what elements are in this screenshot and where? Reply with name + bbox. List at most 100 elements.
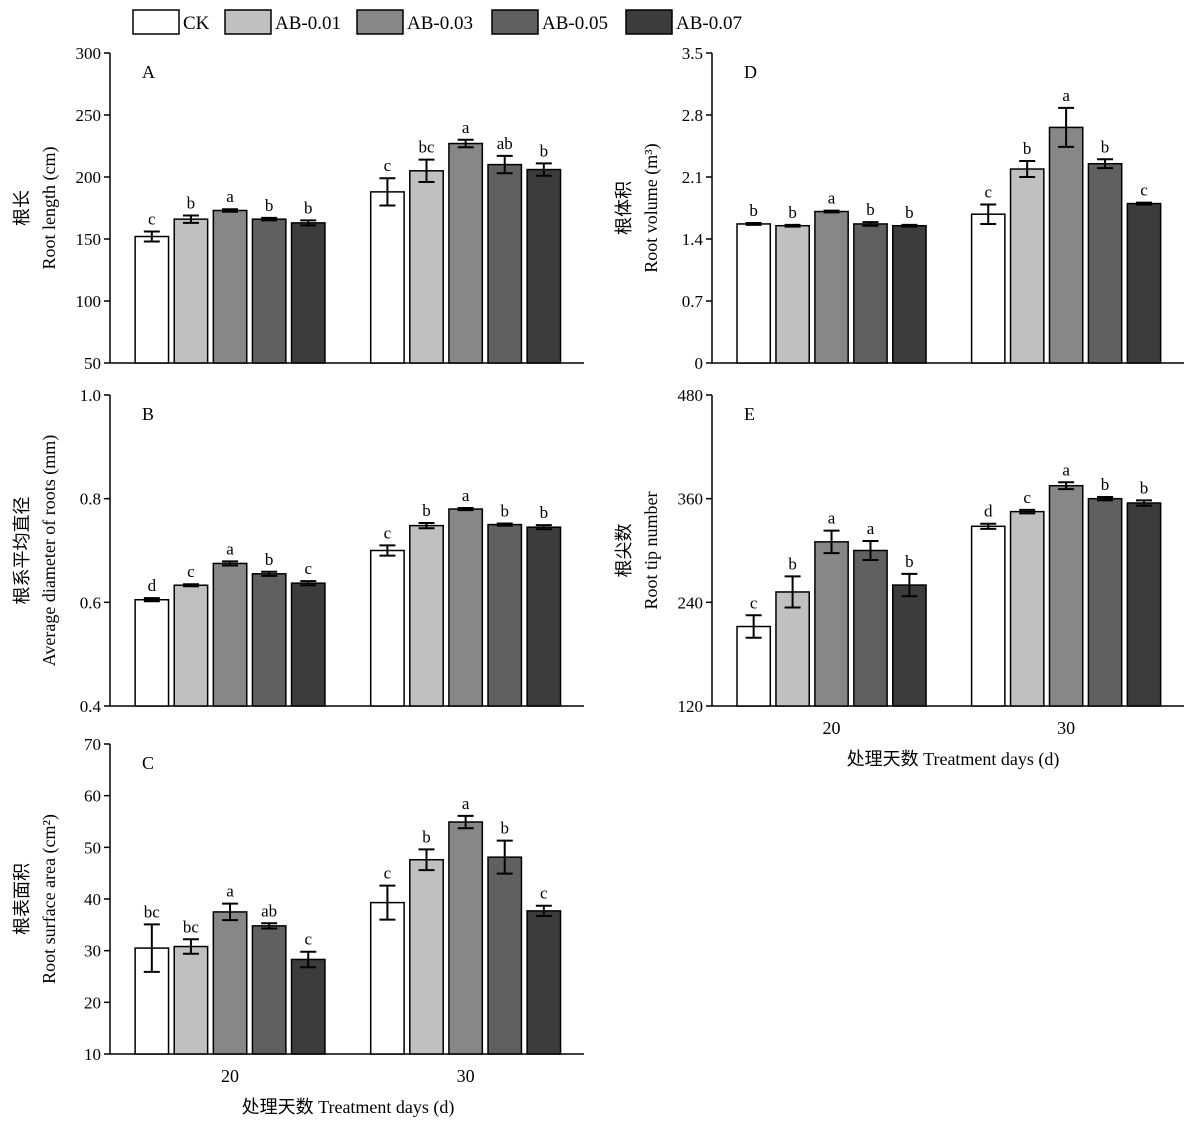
significance-letter: b xyxy=(422,501,431,520)
bar xyxy=(369,901,405,1055)
y-tick-label: 150 xyxy=(76,230,102,249)
significance-letter: a xyxy=(226,187,234,206)
bar xyxy=(892,584,927,707)
bar xyxy=(487,523,523,707)
bar xyxy=(448,142,484,364)
bar xyxy=(1048,126,1084,364)
bar xyxy=(173,584,209,707)
x-tick-label: 30 xyxy=(457,1066,475,1086)
significance-letter: b xyxy=(788,203,797,222)
bar-group-30: d c a b b xyxy=(970,460,1162,707)
legend-label: AB-0.07 xyxy=(676,13,742,34)
bar xyxy=(1087,497,1123,707)
significance-letter: a xyxy=(1062,86,1070,105)
bar xyxy=(409,858,444,1055)
significance-letter: a xyxy=(867,519,875,538)
significance-letter: c xyxy=(1023,488,1031,507)
significance-letter: bc xyxy=(418,138,435,157)
legend-swatch xyxy=(491,9,539,35)
legend-label: AB-0.03 xyxy=(407,13,473,34)
bar xyxy=(526,910,562,1055)
y-axis-title-cn: 根长 xyxy=(12,190,32,226)
significance-letter: d xyxy=(984,502,993,521)
panel-label: D xyxy=(744,62,757,82)
bar xyxy=(892,224,927,364)
legend-entry-3: AB-0.03 xyxy=(356,9,473,35)
y-axis-title-en: Root volume (m³) xyxy=(641,143,662,272)
panel-c: 10 20 30 40 50 60 70 C 根表面积 Root surface area (cm… xyxy=(12,735,584,1086)
significance-letter: c xyxy=(304,559,312,578)
significance-letter: ab xyxy=(261,901,277,920)
bar xyxy=(369,549,405,707)
bar-group-20: d c a b c xyxy=(134,539,326,707)
y-tick-label: 300 xyxy=(76,44,102,63)
significance-letter: a xyxy=(828,509,836,528)
legend-label: AB-0.01 xyxy=(275,13,341,34)
y-axis-title-en: Average diameter of roots (mm) xyxy=(39,435,60,667)
bar xyxy=(251,573,287,707)
bar xyxy=(526,526,562,707)
bar xyxy=(775,591,810,707)
significance-letter: b xyxy=(749,201,758,220)
bar xyxy=(814,541,849,707)
significance-letter: b xyxy=(1101,475,1110,494)
legend: CK AB-0.01 AB-0.03 AB-0.05 AB-0.07 xyxy=(132,9,742,35)
significance-letter: b xyxy=(304,198,313,217)
legend-entry-4: AB-0.05 xyxy=(491,9,608,35)
bar xyxy=(448,821,484,1055)
y-tick-label: 40 xyxy=(84,890,101,909)
significance-letter: c xyxy=(384,156,392,175)
panel-d: 0 0.7 1.4 2.1 2.8 3.5 D 根体积 Root volume (m³) b b a b… xyxy=(614,44,1184,373)
significance-letter: b xyxy=(905,552,914,571)
significance-letter: c xyxy=(187,562,195,581)
y-tick-label: 50 xyxy=(84,838,101,857)
y-tick-label: 10 xyxy=(84,1045,101,1064)
panel-label: A xyxy=(142,62,155,82)
x-tick-label: 20 xyxy=(221,1066,239,1086)
bar xyxy=(487,163,523,364)
panel-e: 120 240 360 480 E 根尖数 Root tip number c b a a b 20 d c… xyxy=(614,386,1184,738)
panel-label: B xyxy=(142,404,154,424)
y-axis-title-cn: 根尖数 xyxy=(614,524,634,578)
significance-letter: b xyxy=(905,203,914,222)
bar xyxy=(134,235,170,364)
y-tick-label: 0.4 xyxy=(80,697,102,716)
significance-letter: b xyxy=(500,819,509,838)
bar xyxy=(970,525,1006,707)
significance-letter: bc xyxy=(144,902,161,921)
significance-letter: b xyxy=(422,827,431,846)
bar xyxy=(526,168,562,364)
significance-letter: ab xyxy=(497,134,513,153)
bar xyxy=(1009,168,1045,364)
bar xyxy=(290,582,326,707)
bar-group-30: c b a b b xyxy=(369,486,562,707)
bar-group-20: c b a b b xyxy=(134,187,326,364)
y-tick-label: 200 xyxy=(76,168,102,187)
bar xyxy=(251,925,287,1055)
significance-letter: c xyxy=(384,864,392,883)
significance-letter: c xyxy=(750,593,758,612)
bar xyxy=(290,958,326,1055)
y-tick-label: 1.4 xyxy=(682,230,704,249)
y-tick-label: 1.0 xyxy=(80,386,101,405)
y-axis-title-cn: 根体积 xyxy=(614,181,634,235)
bar xyxy=(134,598,170,707)
y-tick-label: 0 xyxy=(695,354,704,373)
y-tick-label: 0.7 xyxy=(682,292,704,311)
bar xyxy=(251,218,287,364)
bar xyxy=(212,209,248,364)
significance-letter: a xyxy=(226,882,234,901)
panel-b: 0.4 0.6 0.8 1.0 B 根系平均直径 Average diameter of r… xyxy=(12,386,584,716)
x-axis-title-right: 处理天数 Treatment days (d) xyxy=(847,749,1060,770)
legend-label: AB-0.05 xyxy=(542,13,608,34)
significance-letter: b xyxy=(788,554,797,573)
significance-letter: b xyxy=(265,196,274,215)
significance-letter: c xyxy=(540,884,548,903)
legend-swatch xyxy=(224,9,272,35)
y-tick-label: 2.1 xyxy=(682,168,703,187)
significance-letter: a xyxy=(462,118,470,137)
bar xyxy=(736,223,772,364)
